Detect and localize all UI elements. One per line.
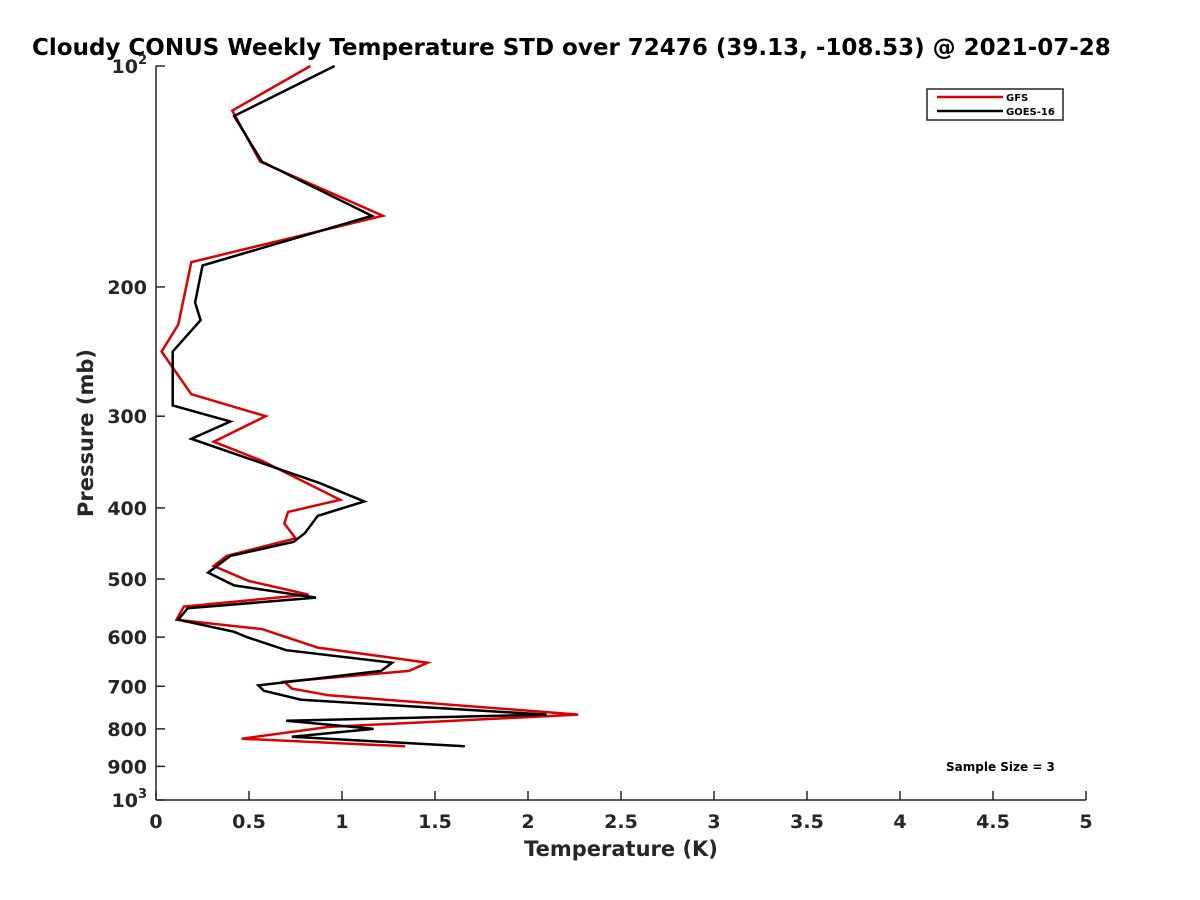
y-tick-label: 600 bbox=[107, 627, 147, 649]
y-tick-label: 103 bbox=[112, 787, 148, 812]
y-tick-label: 500 bbox=[107, 569, 147, 591]
x-axis-label: Temperature (K) bbox=[524, 837, 718, 861]
legend: GFS GOES-16 bbox=[926, 88, 1064, 121]
series-line-gfs bbox=[160, 64, 579, 748]
x-tick-label: 4.5 bbox=[976, 811, 1010, 833]
series-line-goes16 bbox=[171, 64, 547, 748]
x-tick-label: 2.5 bbox=[604, 811, 638, 833]
y-axis-label: Pressure (mb) bbox=[74, 349, 98, 517]
x-tick-label: 1 bbox=[335, 811, 348, 833]
series-group bbox=[160, 64, 579, 748]
x-tick-label: 0 bbox=[149, 811, 162, 833]
legend-box bbox=[926, 88, 1064, 121]
sample-size-annotation: Sample Size = 3 bbox=[946, 760, 1055, 774]
legend-label-gfs: GFS bbox=[1006, 93, 1028, 104]
chart-title: Cloudy CONUS Weekly Temperature STD over… bbox=[32, 35, 1111, 61]
x-tick-label: 1.5 bbox=[418, 811, 452, 833]
x-tick-label: 4 bbox=[893, 811, 906, 833]
y-tick-label: 102 bbox=[112, 53, 148, 78]
x-tick-group: 0 0.5 1 1.5 2 2.5 3 3.5 4 4.5 5 bbox=[149, 791, 1093, 833]
legend-label-goes16: GOES-16 bbox=[1006, 107, 1055, 118]
y-tick-label: 400 bbox=[107, 498, 147, 520]
y-tick-label: 900 bbox=[107, 756, 147, 778]
x-tick-label: 0.5 bbox=[232, 811, 266, 833]
y-tick-label: 300 bbox=[107, 406, 147, 428]
x-tick-label: 2 bbox=[521, 811, 534, 833]
x-tick-label: 3 bbox=[707, 811, 720, 833]
y-tick-label: 800 bbox=[107, 719, 147, 741]
x-tick-label: 5 bbox=[1079, 811, 1092, 833]
y-tick-label: 700 bbox=[107, 676, 147, 698]
x-tick-label: 3.5 bbox=[790, 811, 824, 833]
y-tick-group: 102 200 300 400 500 600 700 800 900 103 bbox=[107, 53, 165, 812]
y-tick-label: 200 bbox=[107, 277, 147, 299]
